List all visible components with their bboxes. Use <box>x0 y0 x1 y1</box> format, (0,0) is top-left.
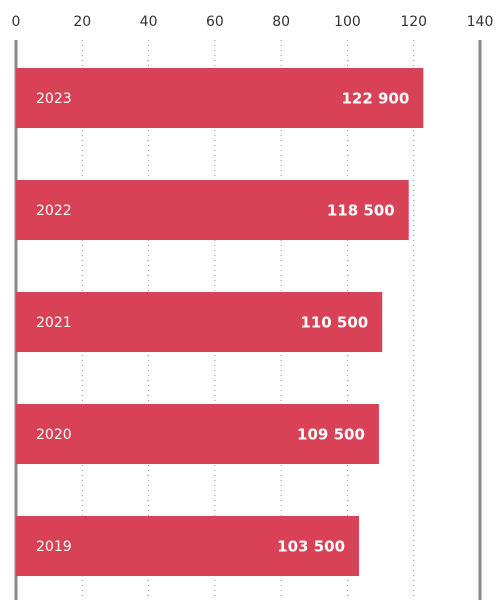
category-label: 2021 <box>36 315 72 331</box>
category-label: 2020 <box>36 427 72 443</box>
value-label: 118 500 <box>327 202 395 220</box>
x-tick-label: 60 <box>206 14 224 30</box>
x-tick-label: 100 <box>334 14 361 30</box>
x-tick-label: 0 <box>12 14 21 30</box>
value-label: 103 500 <box>277 538 345 556</box>
category-label: 2023 <box>36 91 72 107</box>
bar <box>16 292 383 352</box>
bar <box>16 68 424 128</box>
bar <box>16 180 409 240</box>
value-label: 110 500 <box>300 314 368 332</box>
x-tick-label: 120 <box>400 14 427 30</box>
bar <box>16 404 379 464</box>
x-tick-label: 40 <box>140 14 158 30</box>
bar <box>16 516 360 576</box>
x-tick-label: 140 <box>467 14 494 30</box>
category-label: 2022 <box>36 203 72 219</box>
x-tick-label: 80 <box>272 14 290 30</box>
value-label: 122 900 <box>341 90 409 108</box>
category-label: 2019 <box>36 539 72 555</box>
value-label: 109 500 <box>297 426 365 444</box>
x-tick-label: 20 <box>73 14 91 30</box>
